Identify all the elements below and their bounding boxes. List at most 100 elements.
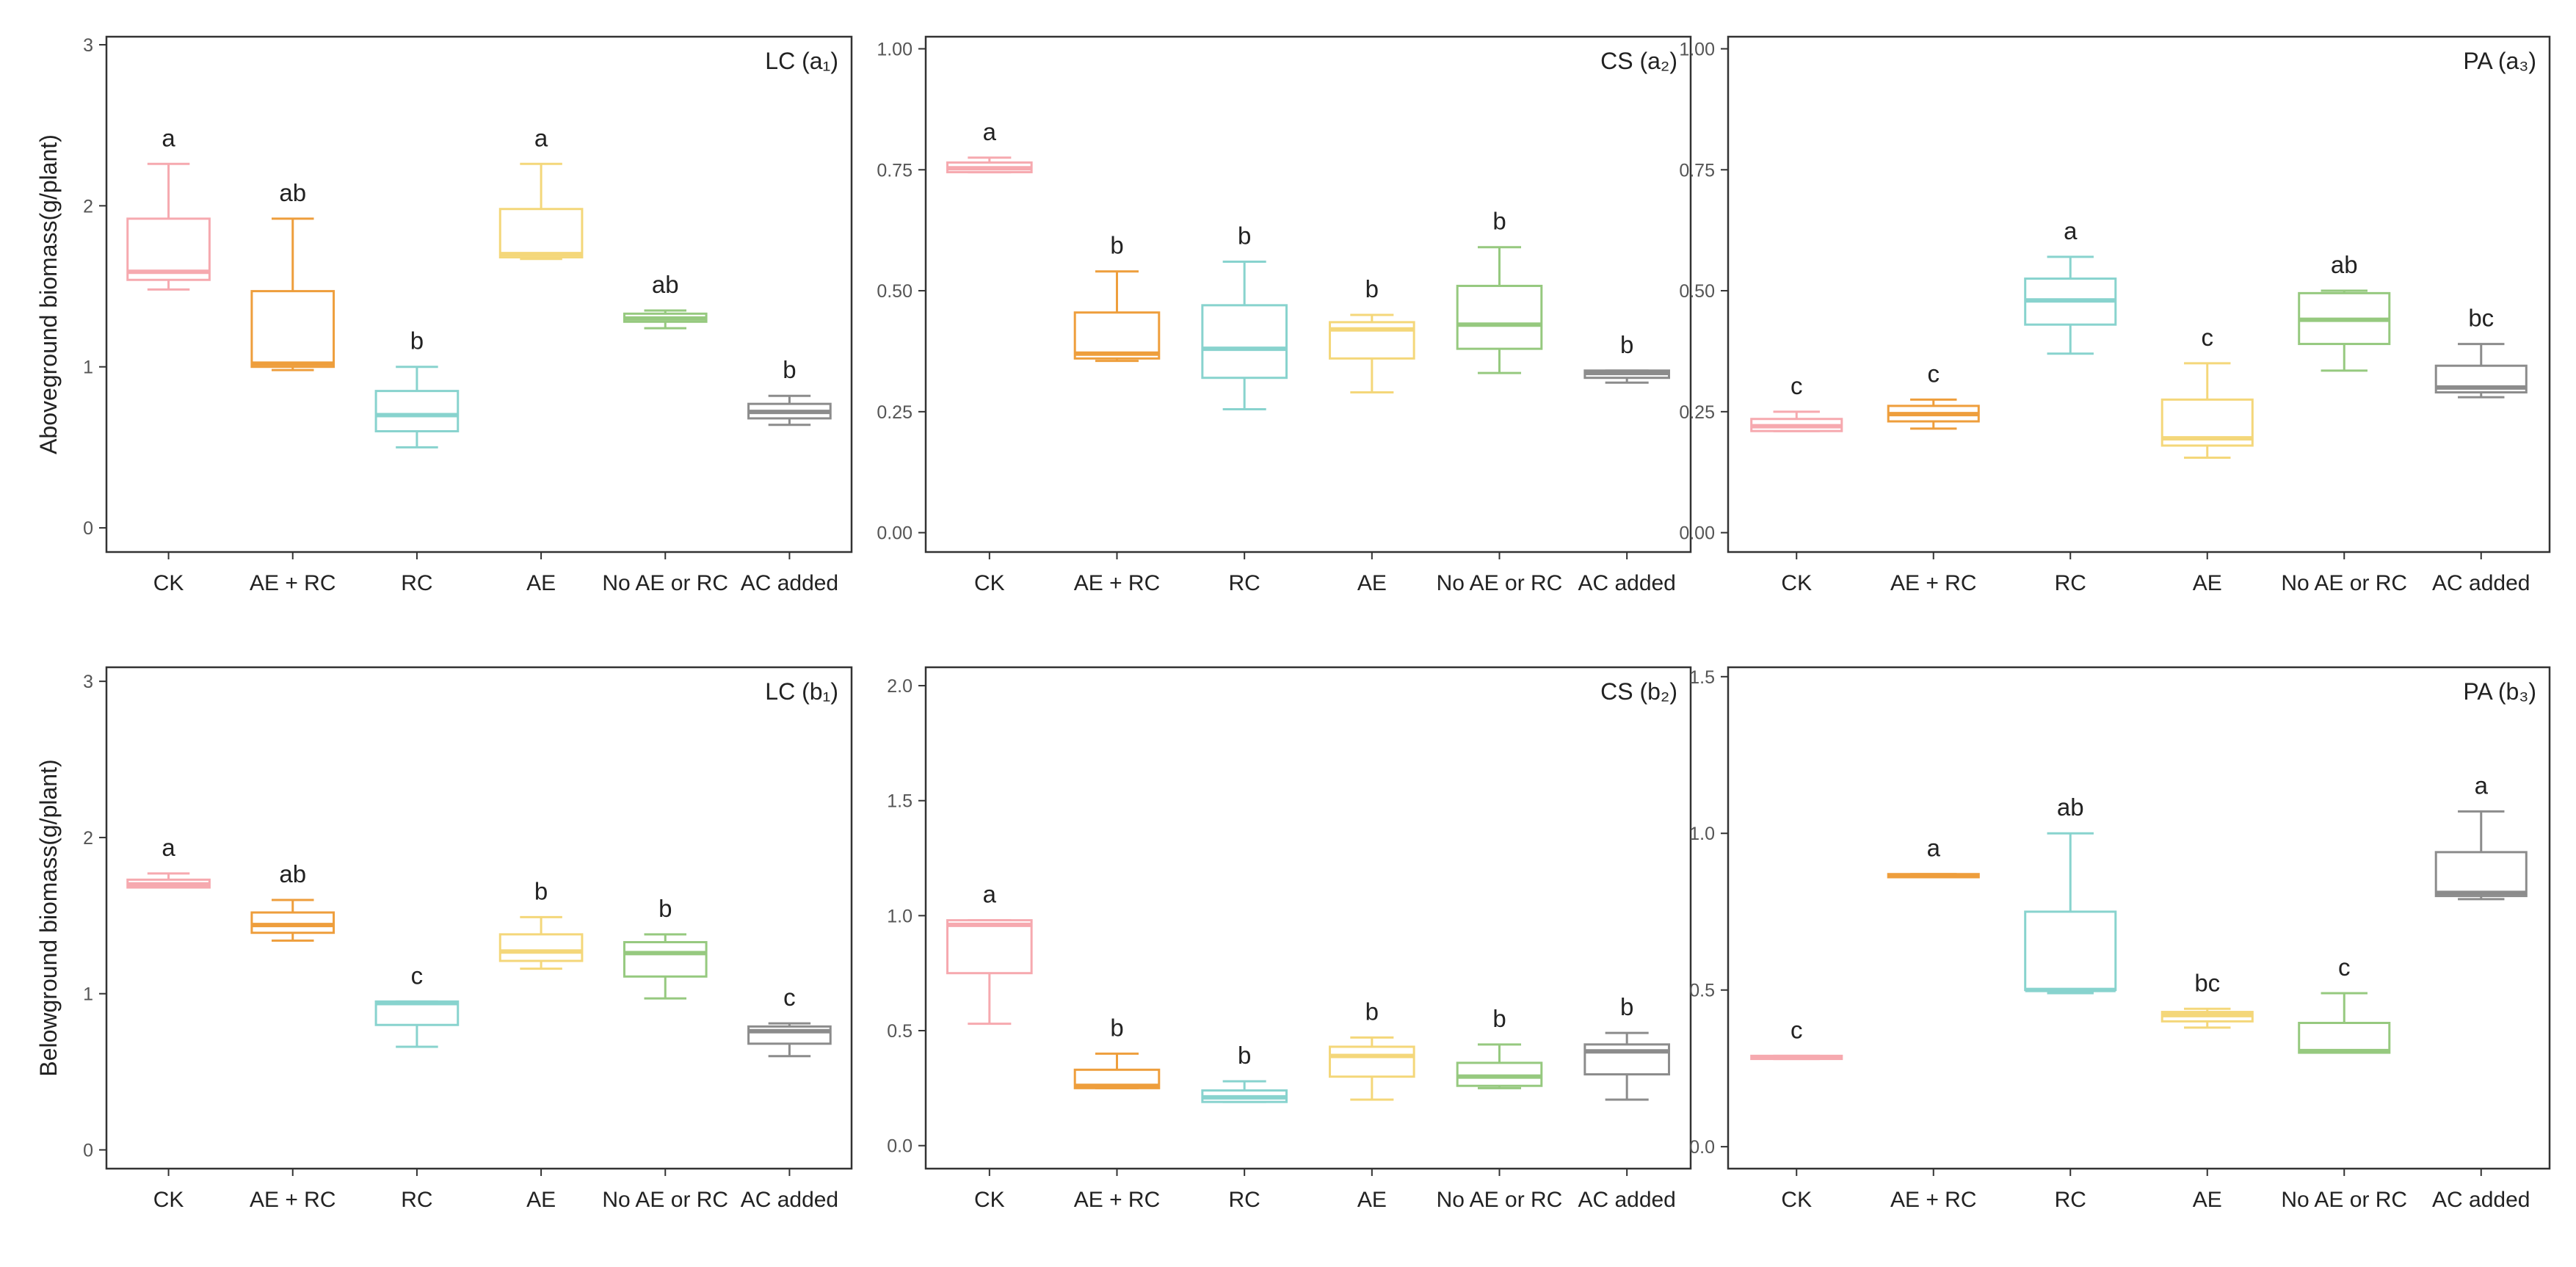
- box-no-ae-or-rc: ab No AE or RC: [2281, 251, 2407, 595]
- x-category-label: AE + RC: [1074, 571, 1161, 595]
- x-category-label: AE: [526, 571, 556, 595]
- x-category-label: RC: [401, 571, 432, 595]
- y-tick-label: 3: [83, 672, 93, 692]
- box-iqr: [1329, 1045, 1415, 1078]
- panel-title: CS (a₂): [1600, 48, 1677, 74]
- significance-letter: c: [2338, 954, 2351, 981]
- significance-letter: b: [1620, 331, 1633, 358]
- x-category-label: AE + RC: [1074, 1188, 1161, 1212]
- box-ac-added: b AC added: [741, 356, 838, 595]
- y-tick-label: 1: [83, 984, 93, 1005]
- plot-frame: [105, 666, 853, 1170]
- box-ck: a CK: [126, 124, 211, 595]
- significance-letter: a: [162, 124, 175, 151]
- box-ck: c CK: [1750, 1016, 1843, 1212]
- significance-letter: b: [1110, 1014, 1123, 1041]
- x-category-label: AE + RC: [250, 571, 336, 595]
- y-tick-label: 1.0: [1689, 824, 1715, 844]
- x-category-label: AC added: [1578, 1188, 1675, 1212]
- significance-letter: a: [983, 881, 997, 908]
- significance-letter: b: [1238, 1042, 1251, 1069]
- x-category-label: CK: [153, 1188, 184, 1212]
- y-tick-label: 1.00: [877, 39, 913, 59]
- significance-letter: c: [1790, 1016, 1803, 1043]
- box-ck: a CK: [126, 834, 211, 1212]
- significance-letter: bc: [2194, 969, 2220, 996]
- y-tick-label: 0.75: [877, 160, 913, 181]
- box-iqr: [2434, 851, 2528, 898]
- plot-frame: [924, 666, 1692, 1170]
- box-ac-added: bc AC added: [2432, 305, 2530, 595]
- significance-letter: c: [2202, 324, 2214, 351]
- panel-title: PA (a₃): [2463, 48, 2536, 74]
- y-axis-label: Aboveground biomass(g/plant): [35, 134, 62, 454]
- box-iqr: [1583, 1043, 1670, 1076]
- significance-letter: a: [534, 124, 548, 151]
- significance-letter: b: [658, 895, 672, 922]
- significance-letter: ab: [652, 271, 679, 298]
- y-tick-label: 0.00: [877, 523, 913, 544]
- box-ae: b AE: [1329, 998, 1415, 1212]
- x-category-label: RC: [2055, 1188, 2086, 1212]
- x-category-label: RC: [1228, 571, 1260, 595]
- x-category-label: CK: [1781, 1188, 1812, 1212]
- x-category-label: RC: [2055, 571, 2086, 595]
- box-ac-added: a AC added: [2432, 772, 2530, 1212]
- box-no-ae-or-rc: b No AE or RC: [1437, 208, 1563, 595]
- y-tick-label: 0: [83, 518, 93, 539]
- x-category-label: CK: [153, 571, 184, 595]
- box-iqr: [1456, 284, 1543, 350]
- x-category-label: AC added: [2432, 571, 2530, 595]
- y-tick-label: 1.5: [1689, 667, 1715, 688]
- significance-letter: b: [1365, 275, 1379, 302]
- box-ae-rc: c AE + RC: [1887, 360, 1980, 595]
- box-ae: b AE: [1329, 275, 1415, 595]
- significance-letter: b: [1110, 232, 1123, 259]
- x-category-label: AC added: [2432, 1188, 2530, 1212]
- box-ac-added: b AC added: [1578, 993, 1675, 1212]
- y-tick-label: 0.5: [1689, 981, 1715, 1001]
- x-category-label: AC added: [1578, 571, 1675, 595]
- x-category-label: AE: [1357, 571, 1387, 595]
- x-category-label: CK: [974, 571, 1005, 595]
- box-ac-added: c AC added: [741, 984, 838, 1212]
- plot-frame: [924, 35, 1692, 553]
- x-category-label: CK: [974, 1188, 1005, 1212]
- panel-a3: 0.00 0.25 0.50 0.75 1.00 PA (a₃) c CK c AE + RC a R…: [1679, 35, 2551, 595]
- box-ae: a AE: [498, 124, 584, 595]
- x-category-label: AE: [2193, 571, 2222, 595]
- y-tick-label: 1.00: [1679, 39, 1715, 59]
- x-category-label: No AE or RC: [602, 1188, 728, 1212]
- x-category-label: AE: [1357, 1188, 1387, 1212]
- significance-letter: ab: [2057, 794, 2084, 821]
- panel-b1: 0 1 2 3 Belowground biomass(g/plant) LC (b₁) a…: [35, 666, 853, 1212]
- box-ck: a CK: [946, 118, 1033, 595]
- box-ck: a CK: [946, 881, 1033, 1212]
- significance-letter: c: [411, 962, 424, 989]
- y-tick-label: 0.25: [877, 402, 913, 423]
- significance-letter: b: [534, 877, 548, 904]
- box-ck: c CK: [1750, 372, 1843, 595]
- box-iqr: [623, 940, 708, 978]
- significance-letter: c: [1928, 360, 1940, 387]
- box-no-ae-or-rc: c No AE or RC: [2281, 954, 2407, 1212]
- x-category-label: AC added: [741, 571, 838, 595]
- box-ae-rc: ab AE + RC: [250, 179, 336, 595]
- box-no-ae-or-rc: b No AE or RC: [602, 895, 728, 1212]
- panel-a2: 0.00 0.25 0.50 0.75 1.00 CS (a₂) a CK b AE + RC b R…: [877, 35, 1692, 595]
- panel-title: PA (b₃): [2463, 678, 2536, 705]
- significance-letter: b: [1238, 222, 1251, 250]
- box-no-ae-or-rc: b No AE or RC: [1437, 1005, 1563, 1212]
- panel-b3: 0.0 0.5 1.0 1.5 PA (b₃) c CK a AE + RC ab RC bc AE c N…: [1689, 666, 2551, 1212]
- significance-letter: c: [783, 984, 796, 1011]
- x-category-label: No AE or RC: [2281, 1188, 2407, 1212]
- y-tick-label: 0.0: [1689, 1137, 1715, 1158]
- x-category-label: AC added: [741, 1188, 838, 1212]
- box-ac-added: b AC added: [1578, 331, 1675, 595]
- significance-letter: c: [1790, 372, 1803, 399]
- box-rc: ab RC: [2024, 794, 2117, 1212]
- box-ae: c AE: [2160, 324, 2254, 595]
- y-tick-label: 0.0: [887, 1136, 913, 1157]
